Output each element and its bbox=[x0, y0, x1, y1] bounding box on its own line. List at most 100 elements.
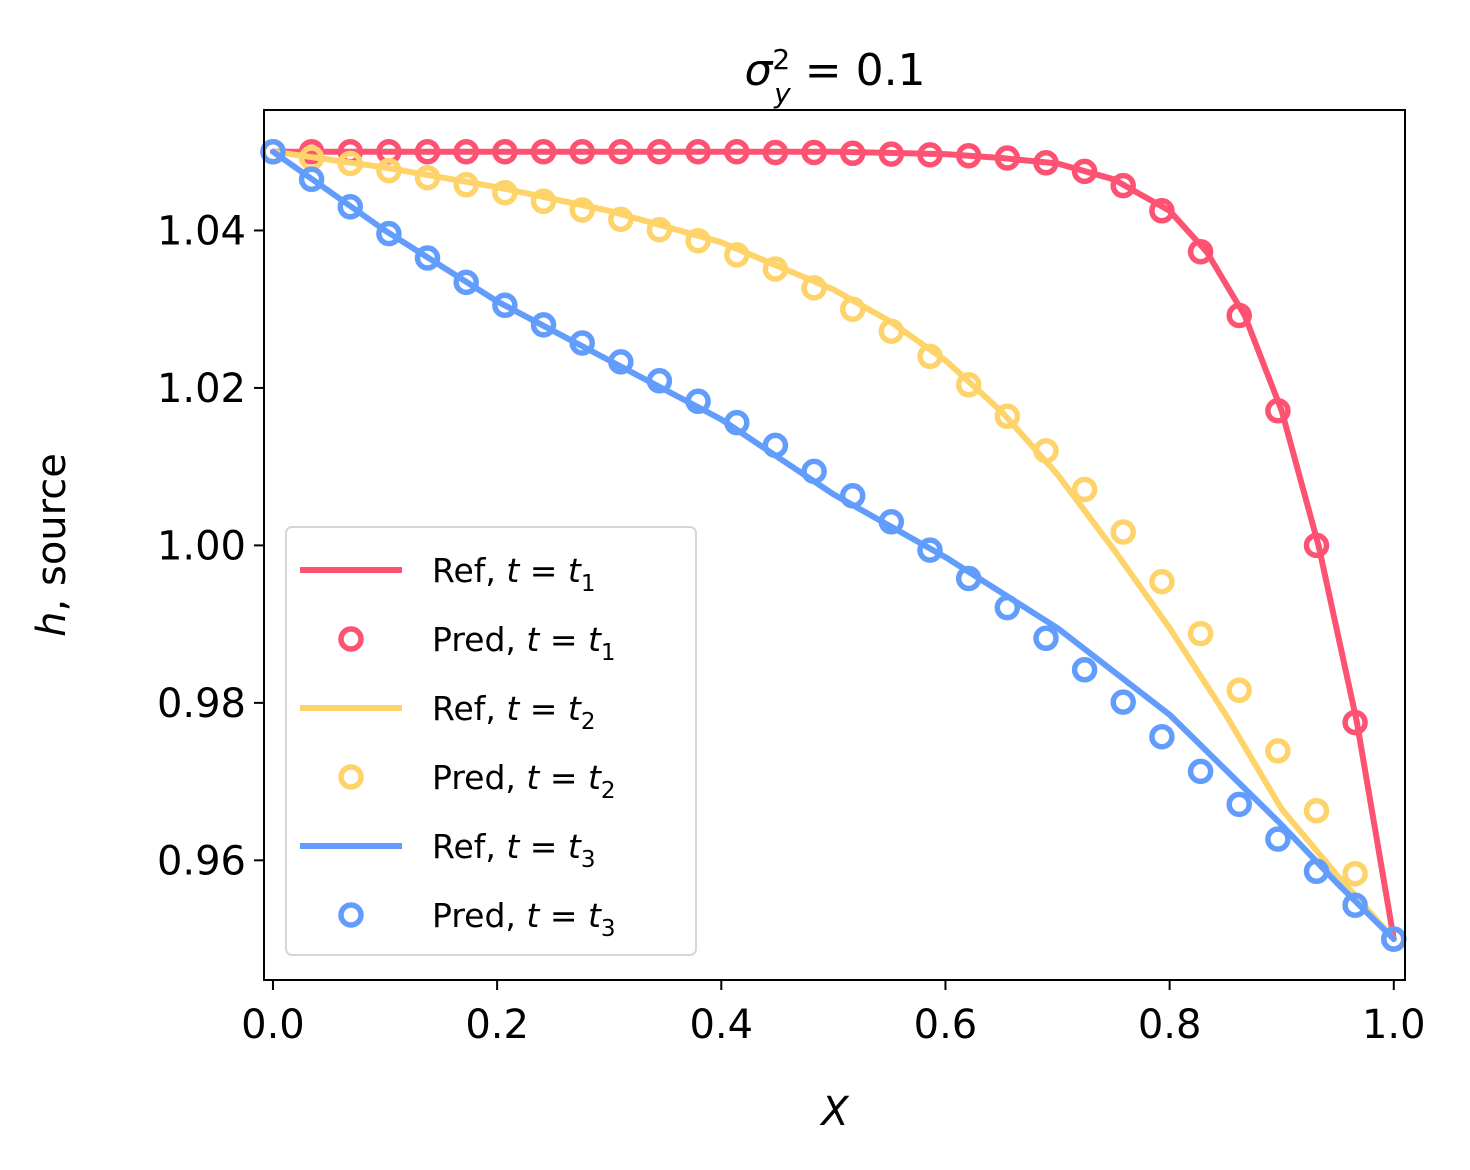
series-marker-4 bbox=[376, 157, 402, 184]
series-marker-4 bbox=[955, 372, 982, 398]
y-tick-label: 1.00 bbox=[157, 523, 246, 569]
x-tick-label: 1.0 bbox=[1362, 1002, 1426, 1048]
legend-box bbox=[285, 526, 697, 956]
series-marker-6 bbox=[685, 388, 711, 415]
legend-label-4: Pred, t = t2 bbox=[432, 758, 616, 804]
x-tick-label: 0.2 bbox=[465, 1002, 529, 1048]
series-marker-6 bbox=[724, 409, 750, 436]
legend: Ref, t = t1 Pred, t = t1 Ref, t = t2 Pred, … bbox=[285, 526, 697, 956]
plot-area bbox=[260, 138, 1407, 952]
series-marker-4 bbox=[1110, 519, 1136, 545]
y-tick-label: 0.98 bbox=[157, 681, 246, 727]
series-marker-2 bbox=[608, 138, 634, 165]
series-marker-2 bbox=[724, 138, 750, 165]
y-axis-label: h, source bbox=[29, 453, 75, 637]
legend-label-1: Ref, t = t1 bbox=[432, 551, 596, 597]
series-marker-2 bbox=[1110, 172, 1136, 199]
series-marker-4 bbox=[646, 216, 673, 243]
series-marker-6 bbox=[453, 269, 479, 296]
series-marker-2 bbox=[414, 138, 441, 165]
series-marker-2 bbox=[801, 139, 827, 166]
series-marker-4 bbox=[1033, 438, 1059, 464]
series-marker-4 bbox=[994, 403, 1021, 430]
series-marker-6 bbox=[376, 220, 402, 247]
series-marker-2 bbox=[1226, 302, 1252, 329]
series-marker-6 bbox=[1342, 892, 1368, 918]
series-marker-6 bbox=[1071, 657, 1098, 683]
legend-label-5: Ref, t = t3 bbox=[432, 827, 596, 873]
y-tick-label: 1.04 bbox=[157, 208, 246, 254]
legend-label-3: Ref, t = t2 bbox=[432, 689, 596, 735]
legend-marker-2 bbox=[338, 626, 364, 652]
series-marker-4 bbox=[1226, 677, 1252, 704]
series-marker-2 bbox=[492, 138, 518, 165]
series-marker-4 bbox=[414, 164, 441, 191]
series-marker-2 bbox=[530, 138, 557, 165]
x-tick-label: 0.0 bbox=[241, 1002, 305, 1048]
axes: 0.0 0.2 0.4 0.6 0.8 1.0 0.96 0.98 1.00 1.02 1.04 bbox=[157, 109, 1426, 1048]
series-marker-4 bbox=[569, 197, 595, 223]
series-marker-2 bbox=[994, 145, 1021, 171]
series-line-5 bbox=[270, 148, 1397, 943]
x-tick-label: 0.8 bbox=[1138, 1002, 1202, 1048]
series-marker-2 bbox=[1303, 532, 1330, 559]
series-marker-2 bbox=[839, 140, 866, 167]
series-marker-2 bbox=[1342, 709, 1368, 736]
series-marker-2 bbox=[1033, 150, 1059, 176]
series-marker-6 bbox=[955, 565, 982, 592]
series-marker-6 bbox=[878, 509, 905, 535]
series-marker-4 bbox=[1303, 797, 1330, 824]
y-tick-label: 0.96 bbox=[157, 838, 246, 884]
series-marker-4 bbox=[1149, 568, 1175, 595]
legend-marker-4 bbox=[338, 764, 364, 790]
y-tick-label: 1.02 bbox=[157, 366, 246, 412]
series-marker-2 bbox=[646, 138, 673, 165]
series-marker-4 bbox=[917, 343, 943, 370]
series-marker-4 bbox=[685, 227, 711, 254]
x-tick-label: 0.4 bbox=[689, 1002, 753, 1048]
chart-title: σ2 y = 0.1 bbox=[744, 43, 925, 111]
series-marker-4 bbox=[724, 242, 750, 268]
series-marker-2 bbox=[685, 138, 711, 165]
series-marker-4 bbox=[1071, 476, 1098, 503]
series-marker-4 bbox=[337, 150, 364, 177]
series-marker-6 bbox=[801, 458, 827, 485]
series-marker-2 bbox=[569, 138, 595, 165]
series-marker-2 bbox=[917, 142, 943, 168]
series-marker-6 bbox=[1265, 826, 1291, 852]
series-marker-4 bbox=[1265, 738, 1291, 764]
series-marker-2 bbox=[1149, 198, 1175, 224]
series-marker-6 bbox=[1303, 858, 1330, 885]
series-marker-6 bbox=[1149, 723, 1175, 750]
series-marker-4 bbox=[530, 188, 557, 215]
series-marker-6 bbox=[1187, 758, 1214, 785]
series-marker-2 bbox=[955, 142, 982, 169]
series-marker-4 bbox=[878, 318, 905, 344]
legend-marker-6 bbox=[338, 902, 364, 928]
series-marker-4 bbox=[1342, 860, 1368, 887]
series-marker-4 bbox=[608, 206, 634, 233]
series-marker-2 bbox=[762, 139, 789, 166]
series-marker-2 bbox=[1187, 238, 1214, 265]
series-marker-6 bbox=[608, 349, 634, 375]
series-marker-6 bbox=[762, 432, 789, 459]
series-marker-6 bbox=[337, 194, 364, 220]
series-marker-6 bbox=[492, 292, 518, 319]
series-marker-6 bbox=[1226, 791, 1252, 818]
series-marker-4 bbox=[453, 172, 479, 198]
series-marker-6 bbox=[530, 312, 557, 338]
x-axis-label: X bbox=[819, 1089, 850, 1135]
series-marker-4 bbox=[492, 179, 518, 206]
series-marker-4 bbox=[801, 275, 827, 301]
series-marker-6 bbox=[839, 483, 866, 509]
series-marker-6 bbox=[917, 537, 943, 563]
series-marker-4 bbox=[762, 256, 789, 282]
series-marker-4 bbox=[839, 296, 866, 322]
series-marker-6 bbox=[298, 166, 325, 193]
series-marker-6 bbox=[569, 330, 595, 356]
legend-label-2: Pred, t = t1 bbox=[432, 620, 616, 666]
series-marker-2 bbox=[1071, 158, 1098, 185]
series-marker-6 bbox=[1110, 689, 1136, 715]
x-tick-label: 0.6 bbox=[914, 1002, 978, 1048]
